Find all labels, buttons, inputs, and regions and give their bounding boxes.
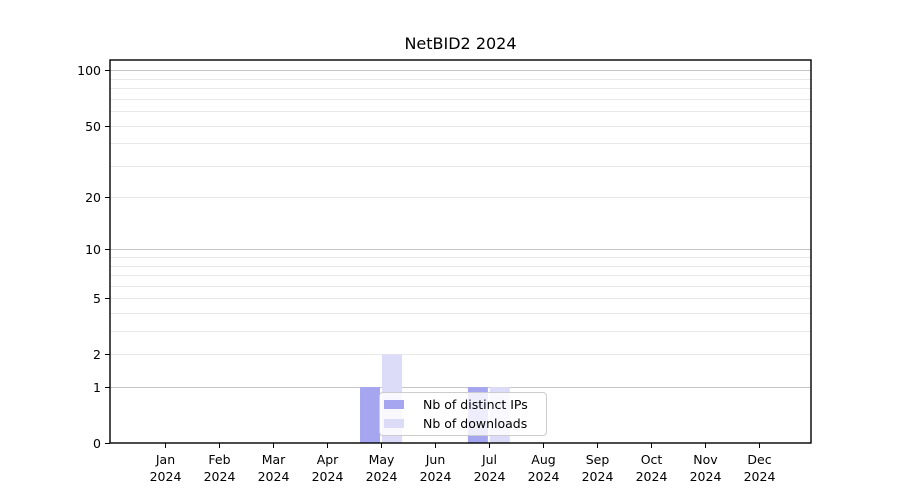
x-tick-labels: Jan 2024 Feb 2024 Mar 2024 Apr 2024 May 2024 Jun 20… [150,452,776,484]
x-tick-label-year: 2024 [690,469,722,484]
x-tick-label-month: Feb [208,452,230,467]
legend-box: Nb of distinct IPs Nb of downloads [379,392,547,436]
bar [360,387,381,443]
x-tick-label-year: 2024 [582,469,614,484]
x-tick-label-year: 2024 [204,469,236,484]
y-tick-label: 20 [85,190,101,205]
x-tick-label-year: 2024 [744,469,776,484]
y-tick-label: 5 [93,291,101,306]
x-tick-label-year: 2024 [150,469,182,484]
legend-item: Nb of distinct IPs [384,396,540,413]
y-tick-label: 2 [93,347,101,362]
legend-swatch [384,419,404,428]
minor-gridlines [110,79,811,355]
y-tick-label: 0 [93,436,101,451]
y-tick-labels: 0 1 2 5 10 20 50 100 [77,63,101,451]
y-tick-label: 50 [85,119,101,134]
y-ticks [105,70,110,444]
x-tick-label-month: Oct [641,452,663,467]
y-tick-label: 100 [77,63,101,78]
plot-border [109,59,812,444]
x-tick-label-month: Mar [262,452,286,467]
x-tick-label-year: 2024 [420,469,452,484]
x-tick-label-month: Jul [481,452,497,467]
x-tick-label-month: Apr [317,452,339,467]
legend-swatch [384,400,404,409]
x-tick-label-month: May [369,452,395,467]
x-tick-label-month: Dec [747,452,771,467]
x-tick-label-month: Jun [425,452,446,467]
chart-title: NetBID2 2024 [404,34,517,53]
x-ticks [165,443,760,448]
x-tick-label-month: Jan [155,452,175,467]
x-tick-label-year: 2024 [312,469,344,484]
legend-item: Nb of downloads [384,415,540,432]
x-tick-label-year: 2024 [366,469,398,484]
x-tick-label-month: Nov [693,452,718,467]
y-tick-label: 1 [93,380,101,395]
x-tick-label-year: 2024 [258,469,290,484]
major-gridlines [110,70,811,388]
x-tick-label-year: 2024 [636,469,668,484]
legend-label: Nb of downloads [423,416,528,431]
x-tick-label-month: Aug [531,452,555,467]
x-tick-label-year: 2024 [474,469,506,484]
x-tick-label-year: 2024 [528,469,560,484]
y-tick-label: 10 [85,242,101,257]
legend-label: Nb of distinct IPs [423,397,528,412]
x-tick-label-month: Sep [586,452,610,467]
